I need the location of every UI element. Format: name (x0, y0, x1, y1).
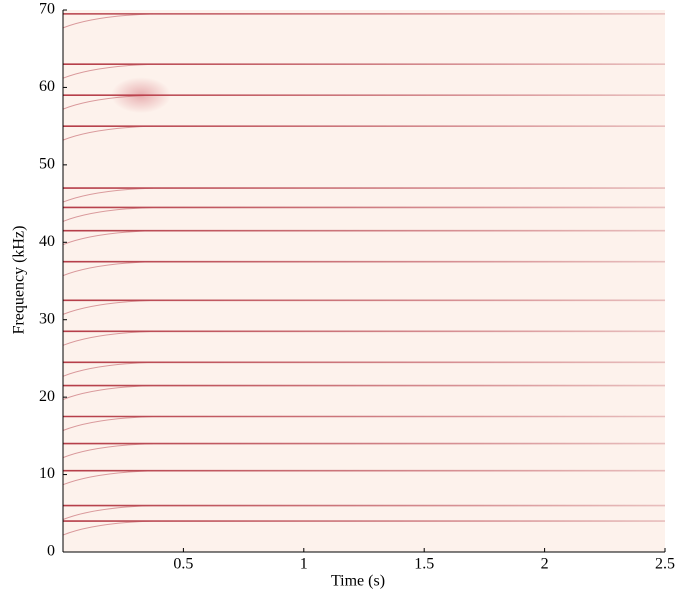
x-tick-label: 1 (300, 556, 308, 573)
ridge-onset (62, 230, 154, 246)
ridge-onset (62, 443, 154, 459)
ridges (62, 13, 665, 536)
ridge-onset (62, 63, 154, 79)
y-tick-label: 30 (39, 310, 55, 327)
y-tick-label: 70 (39, 1, 55, 18)
ridge-onset (62, 385, 154, 400)
x-axis-label: Time (s) (331, 573, 385, 590)
ridge-onset (62, 206, 154, 222)
ridge-onset (62, 470, 154, 486)
ridge-onset (62, 416, 154, 431)
x-tick-label: 2 (541, 556, 549, 573)
y-tick-label: 50 (39, 156, 55, 173)
y-tick-label: 20 (39, 388, 55, 405)
y-tick-label: 0 (47, 543, 55, 560)
y-tick-label: 60 (39, 78, 55, 95)
ridge-onset (62, 330, 154, 346)
ridge-onset (62, 299, 154, 315)
ridge-onset (62, 505, 154, 521)
x-tick-label: 2.5 (655, 556, 675, 573)
x-tick-label: 0.5 (173, 556, 193, 573)
ridge-onset (62, 520, 154, 536)
ridge-onset (62, 261, 154, 277)
y-axis-label: Frequency (kHz) (11, 226, 28, 335)
y-tick-label: 10 (39, 465, 55, 482)
ridge-onset (62, 13, 154, 29)
ridge-onset (62, 125, 154, 141)
x-tick-label: 1.5 (414, 556, 434, 573)
ridge-onset (62, 361, 154, 377)
burst (111, 77, 171, 114)
y-tick-label: 40 (39, 233, 55, 250)
ridge-onset (62, 187, 154, 203)
